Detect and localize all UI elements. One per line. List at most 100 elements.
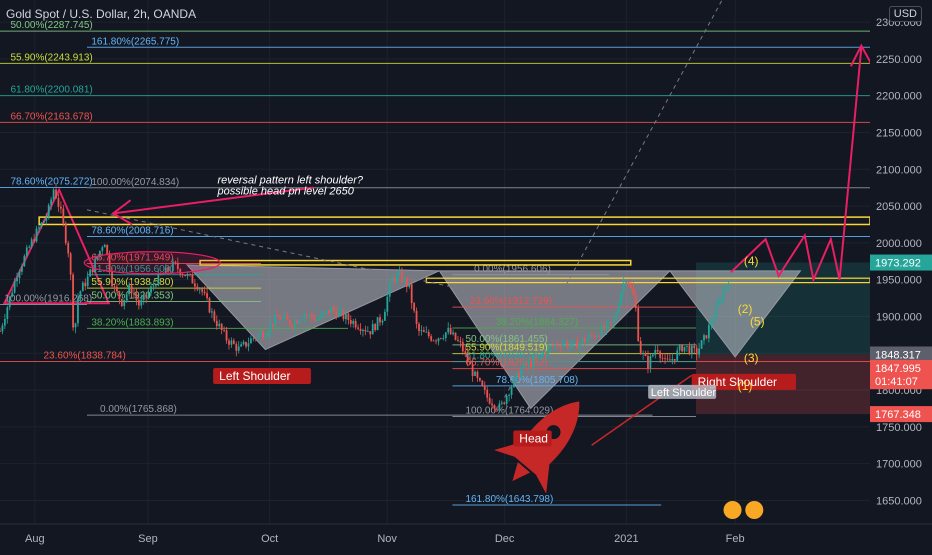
y-tick-label: 2050.000 (876, 201, 922, 213)
left-shoulder-label-bg (213, 367, 311, 384)
candle-body (478, 377, 481, 381)
candle-body (632, 287, 635, 296)
candle-body (515, 372, 518, 378)
candle-body (603, 325, 606, 330)
candle-body (615, 312, 618, 320)
candle-body (164, 267, 167, 274)
candle-body (267, 332, 269, 337)
y-tick-label: 2150.000 (876, 127, 922, 139)
candle-body (225, 330, 228, 341)
candle-body (362, 329, 364, 332)
candle-body (620, 292, 623, 306)
candle-body (247, 343, 250, 347)
candle-body (418, 323, 420, 332)
candle-body (688, 346, 691, 355)
candle-body (118, 291, 121, 300)
candle-body (625, 281, 627, 283)
candle-body (42, 220, 45, 223)
candle-body (218, 323, 221, 327)
candle-body (637, 308, 640, 342)
candle-body (303, 313, 306, 319)
candle-body (0, 331, 1, 332)
candle-body (325, 309, 328, 313)
candle-body (142, 294, 145, 300)
x-tick-label: Aug (25, 533, 45, 545)
candle-body (335, 310, 338, 318)
fib-label: 78.60%(1805.708) (496, 375, 578, 386)
candle-body (113, 286, 116, 288)
highlight-ellipse (83, 251, 221, 275)
wave-label: (1) (738, 379, 753, 393)
candle-body (591, 334, 593, 336)
candle-body (64, 223, 67, 244)
candle-body (703, 335, 705, 341)
candle-body (642, 353, 645, 355)
candle-body (262, 332, 264, 338)
candle-body (673, 358, 676, 361)
left-shoulder-label-text: Left Shoulder (219, 369, 290, 383)
candle-body (47, 205, 50, 217)
wave-label: (5) (750, 314, 765, 328)
candle-body (715, 305, 718, 319)
candle-body (245, 341, 247, 347)
left-shoulder-2-label: Left Shoulder (648, 384, 717, 399)
candle-body (213, 311, 216, 321)
candle-body (211, 311, 213, 313)
candle-body (274, 314, 277, 327)
candle-body (116, 286, 118, 292)
candle-body (259, 332, 262, 335)
candle-body (230, 340, 233, 345)
x-tick-label: Feb (726, 533, 745, 545)
fib-label: 66.70%(1971.949) (91, 253, 173, 264)
candle-body (447, 327, 450, 333)
candle-body (332, 307, 335, 311)
candle-body (366, 331, 369, 332)
candle-body (576, 340, 579, 350)
fib-label: 55.90%(1849.519) (465, 343, 547, 354)
candle-body (152, 285, 155, 287)
candle-body (145, 294, 148, 298)
candle-body (686, 346, 688, 347)
candle-body (125, 294, 128, 300)
candle-body (595, 335, 598, 338)
candle-body (559, 346, 562, 348)
y-tick-label: 2100.000 (876, 164, 922, 176)
chart-title: Gold Spot / U.S. Dollar, 2h, OANDA (6, 7, 197, 21)
price-tag-bg (870, 406, 932, 423)
candle-body (371, 324, 374, 335)
candle-body (306, 313, 308, 315)
candle-body (612, 319, 615, 324)
candle-body (96, 256, 99, 260)
candle-body (722, 290, 725, 301)
candle-body (664, 358, 666, 360)
candle-body (401, 271, 403, 282)
candle-body (250, 338, 252, 344)
price-tag-text: 01:41:07 (875, 376, 918, 388)
candle-body (340, 310, 342, 312)
candle-body (461, 342, 464, 352)
candle-body (561, 343, 564, 347)
shoulder-triangle (668, 270, 802, 358)
price-tag-text: 1848.317 (875, 349, 921, 361)
candle-body (327, 309, 330, 313)
fib-label: 55.90%(2243.913) (10, 52, 92, 63)
candle-body (174, 261, 177, 263)
candle-body (81, 282, 84, 292)
candle-body (459, 340, 462, 343)
fib-label: 55.90%(1938.580) (91, 277, 173, 288)
candle-body (681, 345, 683, 352)
candle-body (69, 253, 72, 275)
currency-button[interactable]: USD (888, 6, 922, 22)
candle-body (293, 320, 296, 328)
candle-body (496, 408, 498, 410)
rocket-fin-right (535, 457, 551, 494)
candle-body (345, 313, 347, 320)
candle-body (308, 313, 311, 315)
candle-body (483, 386, 486, 390)
candle-body (252, 338, 255, 340)
candle-body (469, 361, 472, 365)
candle-body (45, 216, 48, 221)
price-tag-bg (870, 359, 932, 376)
